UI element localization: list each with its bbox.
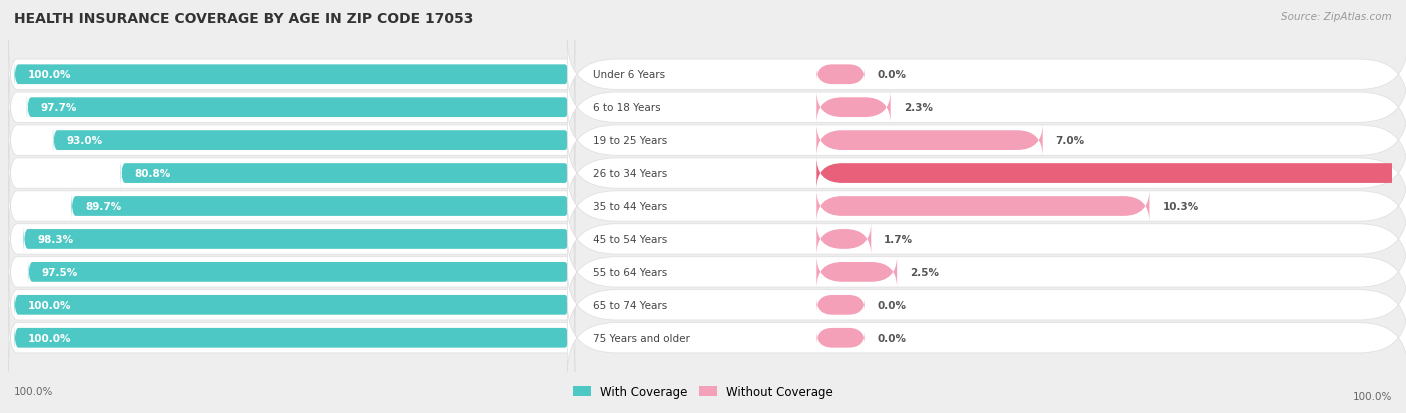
Text: 0.0%: 0.0% [877, 70, 907, 80]
FancyBboxPatch shape [8, 107, 575, 175]
Text: 93.0%: 93.0% [67, 136, 103, 146]
Text: 100.0%: 100.0% [28, 300, 72, 310]
FancyBboxPatch shape [8, 172, 575, 241]
Text: 0.0%: 0.0% [877, 300, 907, 310]
Text: 100.0%: 100.0% [1353, 391, 1392, 401]
FancyBboxPatch shape [568, 41, 1406, 109]
Text: HEALTH INSURANCE COVERAGE BY AGE IN ZIP CODE 17053: HEALTH INSURANCE COVERAGE BY AGE IN ZIP … [14, 12, 474, 26]
Text: Source: ZipAtlas.com: Source: ZipAtlas.com [1281, 12, 1392, 22]
Text: 2.5%: 2.5% [910, 267, 939, 277]
Text: 55 to 64 Years: 55 to 64 Years [593, 267, 668, 277]
FancyBboxPatch shape [8, 140, 575, 208]
FancyBboxPatch shape [28, 256, 569, 289]
FancyBboxPatch shape [8, 41, 575, 109]
FancyBboxPatch shape [817, 256, 897, 289]
Text: 6 to 18 Years: 6 to 18 Years [593, 103, 661, 113]
Text: 97.7%: 97.7% [41, 103, 77, 113]
FancyBboxPatch shape [568, 271, 1406, 339]
Text: 65 to 74 Years: 65 to 74 Years [593, 300, 668, 310]
Text: 19 to 25 Years: 19 to 25 Years [593, 136, 668, 146]
Text: 10.3%: 10.3% [1163, 202, 1198, 211]
Text: 35 to 44 Years: 35 to 44 Years [593, 202, 668, 211]
FancyBboxPatch shape [568, 140, 1406, 208]
FancyBboxPatch shape [72, 190, 569, 223]
Text: 98.3%: 98.3% [38, 234, 73, 244]
FancyBboxPatch shape [568, 172, 1406, 241]
Text: 80.8%: 80.8% [135, 169, 170, 179]
Text: 2.3%: 2.3% [904, 103, 932, 113]
Text: 1.7%: 1.7% [884, 234, 914, 244]
FancyBboxPatch shape [14, 289, 569, 321]
Text: 75 Years and older: 75 Years and older [593, 333, 690, 343]
FancyBboxPatch shape [817, 328, 865, 348]
Text: 7.0%: 7.0% [1056, 136, 1085, 146]
FancyBboxPatch shape [8, 304, 575, 372]
FancyBboxPatch shape [817, 124, 1043, 157]
FancyBboxPatch shape [14, 59, 569, 92]
FancyBboxPatch shape [568, 107, 1406, 175]
Text: 89.7%: 89.7% [86, 202, 121, 211]
FancyBboxPatch shape [817, 295, 865, 315]
FancyBboxPatch shape [8, 205, 575, 273]
FancyBboxPatch shape [8, 271, 575, 339]
FancyBboxPatch shape [14, 321, 569, 354]
FancyBboxPatch shape [8, 74, 575, 142]
FancyBboxPatch shape [817, 92, 891, 124]
FancyBboxPatch shape [817, 157, 1406, 190]
Text: Under 6 Years: Under 6 Years [593, 70, 665, 80]
FancyBboxPatch shape [817, 190, 1150, 223]
Legend: With Coverage, Without Coverage: With Coverage, Without Coverage [568, 381, 838, 403]
FancyBboxPatch shape [568, 238, 1406, 306]
FancyBboxPatch shape [817, 65, 865, 85]
FancyBboxPatch shape [27, 92, 569, 124]
FancyBboxPatch shape [8, 238, 575, 306]
Text: 100.0%: 100.0% [28, 333, 72, 343]
FancyBboxPatch shape [568, 304, 1406, 372]
FancyBboxPatch shape [121, 157, 569, 190]
Text: 100.0%: 100.0% [28, 70, 72, 80]
FancyBboxPatch shape [568, 74, 1406, 142]
FancyBboxPatch shape [24, 223, 569, 256]
FancyBboxPatch shape [53, 124, 569, 157]
FancyBboxPatch shape [568, 205, 1406, 273]
Text: 0.0%: 0.0% [877, 333, 907, 343]
Text: 26 to 34 Years: 26 to 34 Years [593, 169, 668, 179]
Text: 45 to 54 Years: 45 to 54 Years [593, 234, 668, 244]
Text: 100.0%: 100.0% [14, 387, 53, 396]
FancyBboxPatch shape [817, 223, 872, 256]
Text: 97.5%: 97.5% [42, 267, 79, 277]
